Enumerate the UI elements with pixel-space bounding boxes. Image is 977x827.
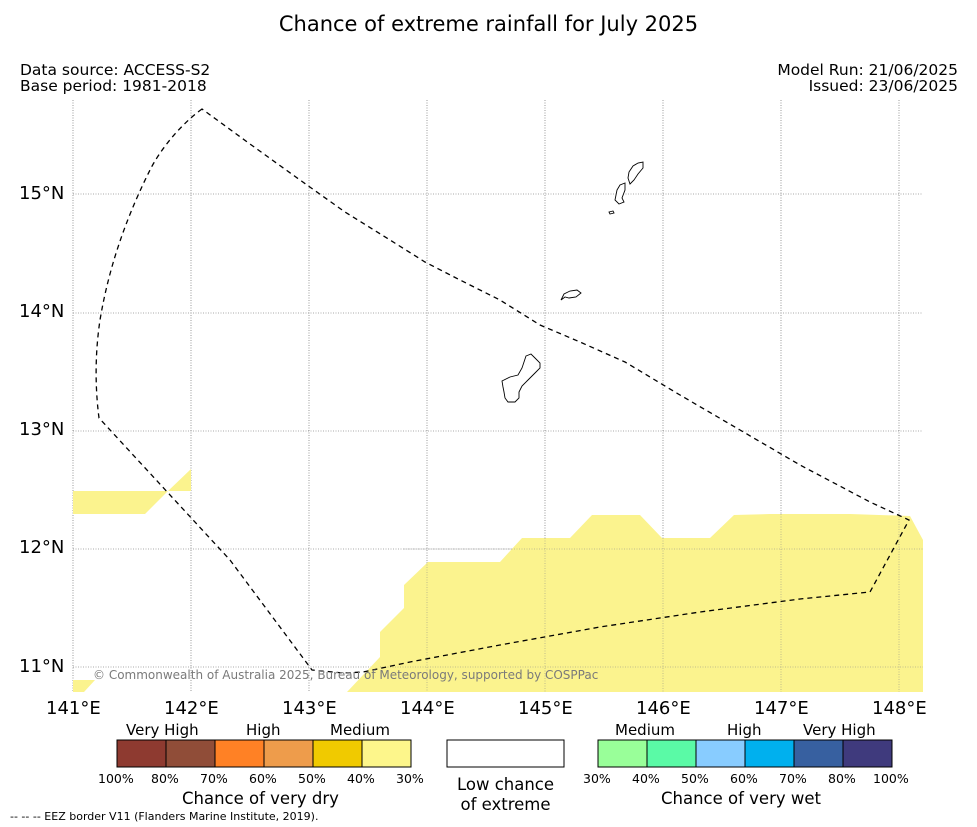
lon-label-144: 144°E <box>400 698 455 719</box>
wet-colorbar-segment <box>597 739 648 768</box>
dry-tick-70: 70% <box>200 771 228 786</box>
low-chance-line2: of extreme <box>460 795 551 814</box>
base-period: Base period: 1981-2018 <box>20 77 207 95</box>
lon-label-141: 141°E <box>46 698 101 719</box>
lon-label-145: 145°E <box>518 698 573 719</box>
wet-colorbar-segment <box>842 739 893 768</box>
lon-label-146: 146°E <box>636 698 691 719</box>
lat-label-13: 13°N <box>19 419 65 440</box>
dry-tick-40: 40% <box>347 771 375 786</box>
gridlines-overlay <box>380 514 923 692</box>
lon-label-148: 148°E <box>872 698 927 719</box>
dry-tick-80: 80% <box>151 771 179 786</box>
island-tinian <box>614 182 626 205</box>
dry-medium-fill <box>73 469 923 692</box>
legend-wet-bar <box>597 739 893 768</box>
dry-colorbar-segment <box>361 739 412 768</box>
wet-colorbar-segment <box>695 739 746 768</box>
lat-label-12: 12°N <box>19 537 65 558</box>
dry-tick-60: 60% <box>249 771 277 786</box>
dry-colorbar-segment <box>312 739 363 768</box>
data-source: Data source: ACCESS-S2 <box>20 61 211 79</box>
wet-tick-50: 50% <box>681 771 709 786</box>
copyright-notice: © Commonwealth of Australia 2025, Bureau… <box>93 668 599 682</box>
wet-colorbar-segment <box>793 739 844 768</box>
legend-low-box <box>446 739 565 768</box>
dry-colorbar-segment <box>263 739 314 768</box>
dry-tick-50: 50% <box>298 771 326 786</box>
lat-label-11: 11°N <box>19 656 65 677</box>
lat-label-14: 14°N <box>19 301 65 322</box>
dry-legend-title: Chance of very dry <box>182 789 339 808</box>
dry-colorbar-segment <box>165 739 216 768</box>
island-aguijan <box>608 210 615 215</box>
dry-category-very-high: Very High <box>126 721 199 739</box>
lat-label-15: 15°N <box>19 183 65 204</box>
map-area <box>72 100 923 692</box>
wet-tick-80: 80% <box>828 771 856 786</box>
wet-colorbar-segment <box>744 739 795 768</box>
dry-colorbar-segment <box>116 739 167 768</box>
lon-label-147: 147°E <box>754 698 809 719</box>
fill-region-southeast <box>347 514 923 692</box>
eez-border <box>95 108 910 674</box>
island-saipan <box>627 161 644 185</box>
wet-tick-60: 60% <box>730 771 758 786</box>
wet-colorbar-segment <box>646 739 697 768</box>
dry-tick-30: 30% <box>396 771 424 786</box>
wet-category-high: High <box>727 721 762 739</box>
coastlines <box>501 161 644 403</box>
fill-region-west-strip <box>73 469 191 514</box>
island-guam <box>501 353 541 403</box>
dry-category-high: High <box>246 721 281 739</box>
wet-tick-30: 30% <box>583 771 611 786</box>
wet-tick-40: 40% <box>632 771 660 786</box>
low-chance-line1: Low chance <box>456 775 555 794</box>
lon-label-142: 142°E <box>164 698 219 719</box>
dry-colorbar-segment <box>214 739 265 768</box>
wet-tick-70: 70% <box>779 771 807 786</box>
dry-category-medium: Medium <box>330 721 390 739</box>
wet-legend-title: Chance of very wet <box>661 789 821 808</box>
wet-category-medium: Medium <box>615 721 675 739</box>
lon-label-143: 143°E <box>282 698 337 719</box>
eez-footnote: -- -- -- EEZ border V11 (Flanders Marine… <box>10 810 319 823</box>
wet-tick-100: 100% <box>873 771 909 786</box>
wet-category-very-high: Very High <box>803 721 876 739</box>
dry-tick-100: 100% <box>98 771 134 786</box>
fill-region-sw-corner <box>73 680 95 692</box>
map-title: Chance of extreme rainfall for July 2025 <box>278 12 699 36</box>
legend-dry-bar <box>116 739 412 768</box>
model-run: Model Run: 21/06/2025 <box>777 61 958 79</box>
island-rota <box>560 289 582 301</box>
issued-date: Issued: 23/06/2025 <box>808 77 958 95</box>
